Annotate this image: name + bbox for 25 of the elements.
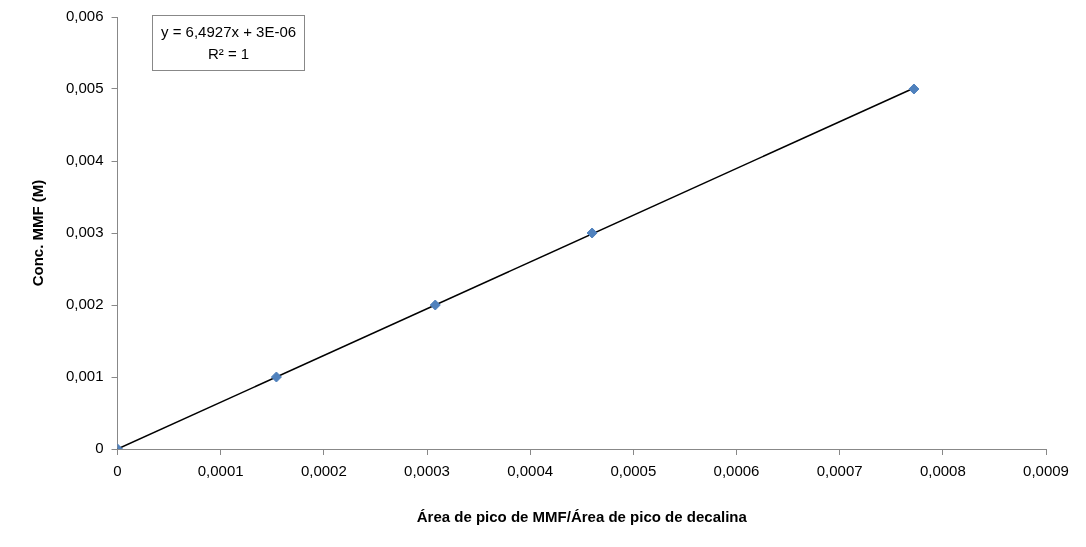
annotation: R² = 1 [206,44,251,64]
y-tick-label: 0,001 [65,367,104,385]
y-tick-label: 0,002 [65,295,104,313]
x-tick-label: 0,0001 [197,462,244,480]
x-tick-label: 0,0005 [610,462,657,480]
annotation: y = 6,4927x + 3E-06 [161,22,297,42]
x-tick-label: 0,0009 [1023,462,1069,480]
y-tick-label: 0,005 [65,79,104,97]
y-axis-title: Conc. MMF (M) [29,179,47,287]
x-tick-label: 0,0002 [300,462,347,480]
y-tick-label: 0,004 [65,151,104,169]
x-tick-label: 0,0007 [816,462,863,480]
x-tick-label: 0,0004 [507,462,554,480]
point [429,299,441,311]
y-tick-label: 0,003 [65,223,104,241]
x-tick-label: 0,0006 [713,462,760,480]
x-tick-label: 0 [113,462,122,480]
point [586,227,598,239]
x-tick-label: 0,0008 [919,462,966,480]
point [908,83,920,95]
y-tick-label: 0,006 [65,7,104,25]
x-tick-label: 0,0003 [404,462,450,480]
point [270,371,282,383]
y-tick-label: 0 [95,439,104,457]
x-axis-title: Área de pico de MMF/Área de pico de decalina [416,508,748,526]
